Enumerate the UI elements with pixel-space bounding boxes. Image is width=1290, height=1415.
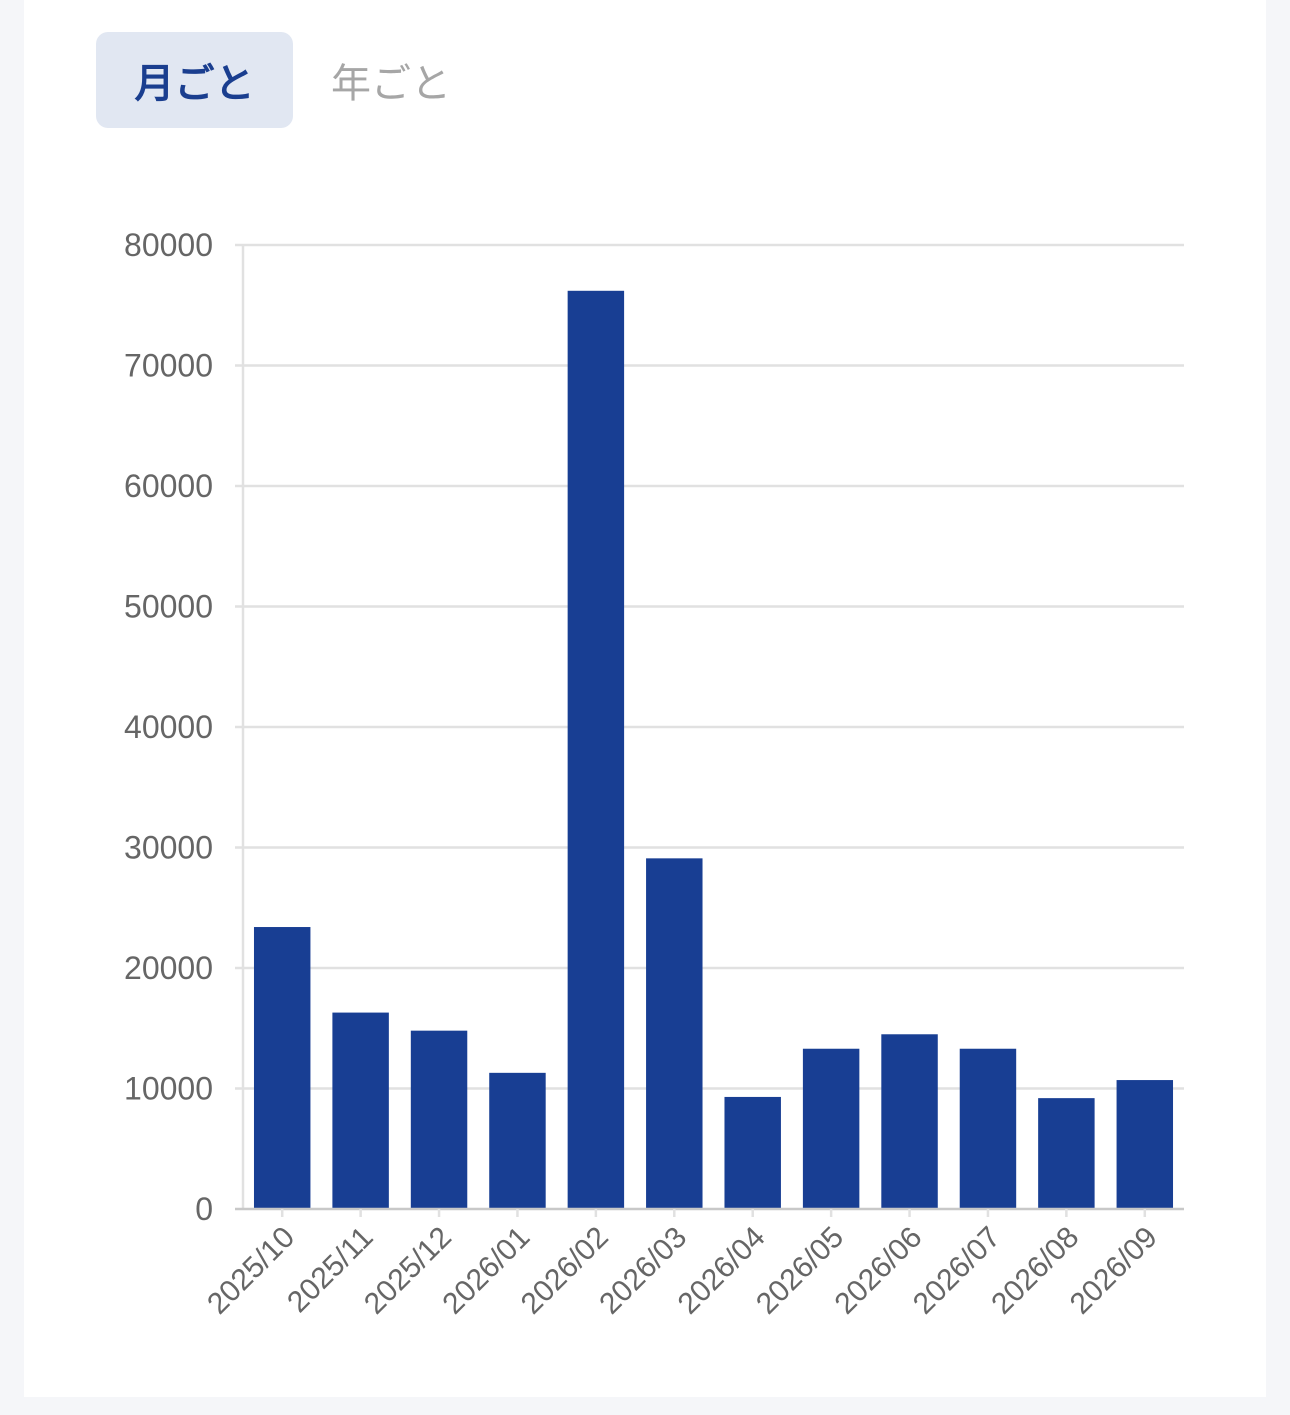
y-axis-ticks: 0 10000 20000 30000 40000 50000 60000 70000 8000… bbox=[124, 227, 213, 1227]
y-tick-label: 50000 bbox=[124, 589, 213, 625]
y-tick-label: 30000 bbox=[124, 830, 213, 866]
bar bbox=[253, 927, 311, 1209]
y-tick-label: 10000 bbox=[124, 1071, 213, 1107]
bar bbox=[567, 290, 625, 1209]
y-tick-label: 60000 bbox=[124, 468, 213, 504]
tab-yearly[interactable]: 年ごと bbox=[331, 61, 451, 107]
bar bbox=[1038, 1098, 1095, 1209]
x-tick-label: 2025/10 bbox=[201, 1221, 301, 1321]
y-tick-label: 20000 bbox=[124, 950, 213, 986]
x-tick-label: 2026/07 bbox=[907, 1221, 1007, 1321]
y-tick-label: 80000 bbox=[124, 227, 213, 263]
x-tick-label: 2026/08 bbox=[985, 1221, 1085, 1321]
x-tick-label: 2025/12 bbox=[358, 1221, 458, 1321]
bar bbox=[724, 1096, 781, 1209]
x-tick-label: 2026/02 bbox=[515, 1221, 615, 1321]
tab-monthly[interactable]: 月ごと bbox=[96, 32, 293, 128]
x-axis-ticks: 2025/102025/112025/122026/012026/022026/… bbox=[201, 1209, 1164, 1321]
x-tick-label: 2026/03 bbox=[593, 1221, 693, 1321]
axes bbox=[235, 245, 1184, 1211]
bar bbox=[802, 1048, 860, 1209]
x-tick-label: 2026/04 bbox=[672, 1221, 772, 1321]
bar bbox=[332, 1012, 389, 1209]
bar bbox=[959, 1048, 1017, 1209]
x-tick-label: 2026/05 bbox=[750, 1221, 850, 1321]
bar bbox=[646, 858, 703, 1209]
x-tick-label: 2026/09 bbox=[1064, 1221, 1164, 1321]
y-tick-label: 0 bbox=[195, 1191, 213, 1227]
bars bbox=[253, 290, 1174, 1209]
bar bbox=[881, 1034, 938, 1209]
bar bbox=[410, 1030, 468, 1209]
x-tick-label: 2026/01 bbox=[436, 1221, 536, 1321]
grid-lines bbox=[235, 243, 1184, 1090]
bar bbox=[489, 1072, 546, 1209]
period-tabs: 月ごと 年ごと bbox=[96, 32, 489, 128]
y-tick-label: 40000 bbox=[124, 709, 213, 745]
y-tick-label: 70000 bbox=[124, 348, 213, 384]
x-tick-label: 2026/06 bbox=[828, 1221, 928, 1321]
bar bbox=[1116, 1080, 1174, 1209]
